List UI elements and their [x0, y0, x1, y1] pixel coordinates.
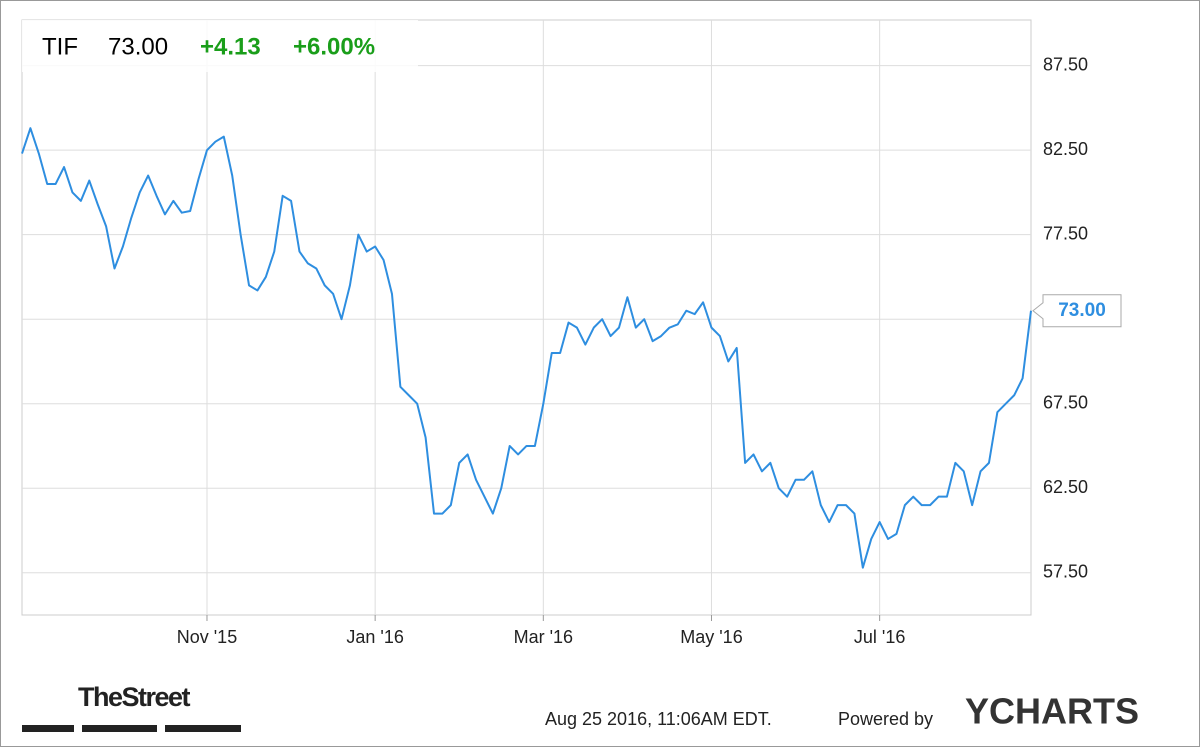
partner-logo: TheStreet: [78, 682, 191, 712]
price-line: [21, 127, 1032, 569]
y-tick-label: 67.50: [1043, 392, 1088, 412]
plot-area: [21, 19, 1032, 616]
timestamp: Aug 25 2016, 11:06AM EDT.: [545, 709, 772, 729]
change-pct: +6.00%: [293, 33, 375, 60]
change: +4.13: [200, 33, 261, 60]
header-box: [22, 20, 418, 72]
ticker: TIF: [42, 33, 78, 60]
price: 73.00: [108, 33, 168, 60]
grid: [22, 20, 1031, 621]
lines: [21, 127, 1032, 569]
y-tick-label: 87.50: [1043, 54, 1088, 74]
price-callout: [1032, 294, 1122, 328]
y-tick-label: 57.50: [1043, 561, 1088, 581]
y-tick-label: 62.50: [1043, 477, 1088, 497]
x-tick-label: Mar '16: [514, 627, 573, 647]
x-tick-label: Jan '16: [346, 627, 403, 647]
x-tick-label: May '16: [680, 627, 742, 647]
logo-bar: [82, 725, 157, 732]
y-tick-label: 77.50: [1043, 223, 1088, 243]
logo-bar: [165, 725, 241, 732]
y-tick-label: 82.50: [1043, 139, 1088, 159]
logo-bar: [22, 725, 74, 732]
price-callout-label: 73.00: [1058, 300, 1106, 321]
brand-logo: YCHARTS: [965, 691, 1139, 732]
x-tick-label: Nov '15: [177, 627, 237, 647]
powered-by: Powered by: [838, 709, 933, 729]
x-tick-label: Jul '16: [854, 627, 905, 647]
